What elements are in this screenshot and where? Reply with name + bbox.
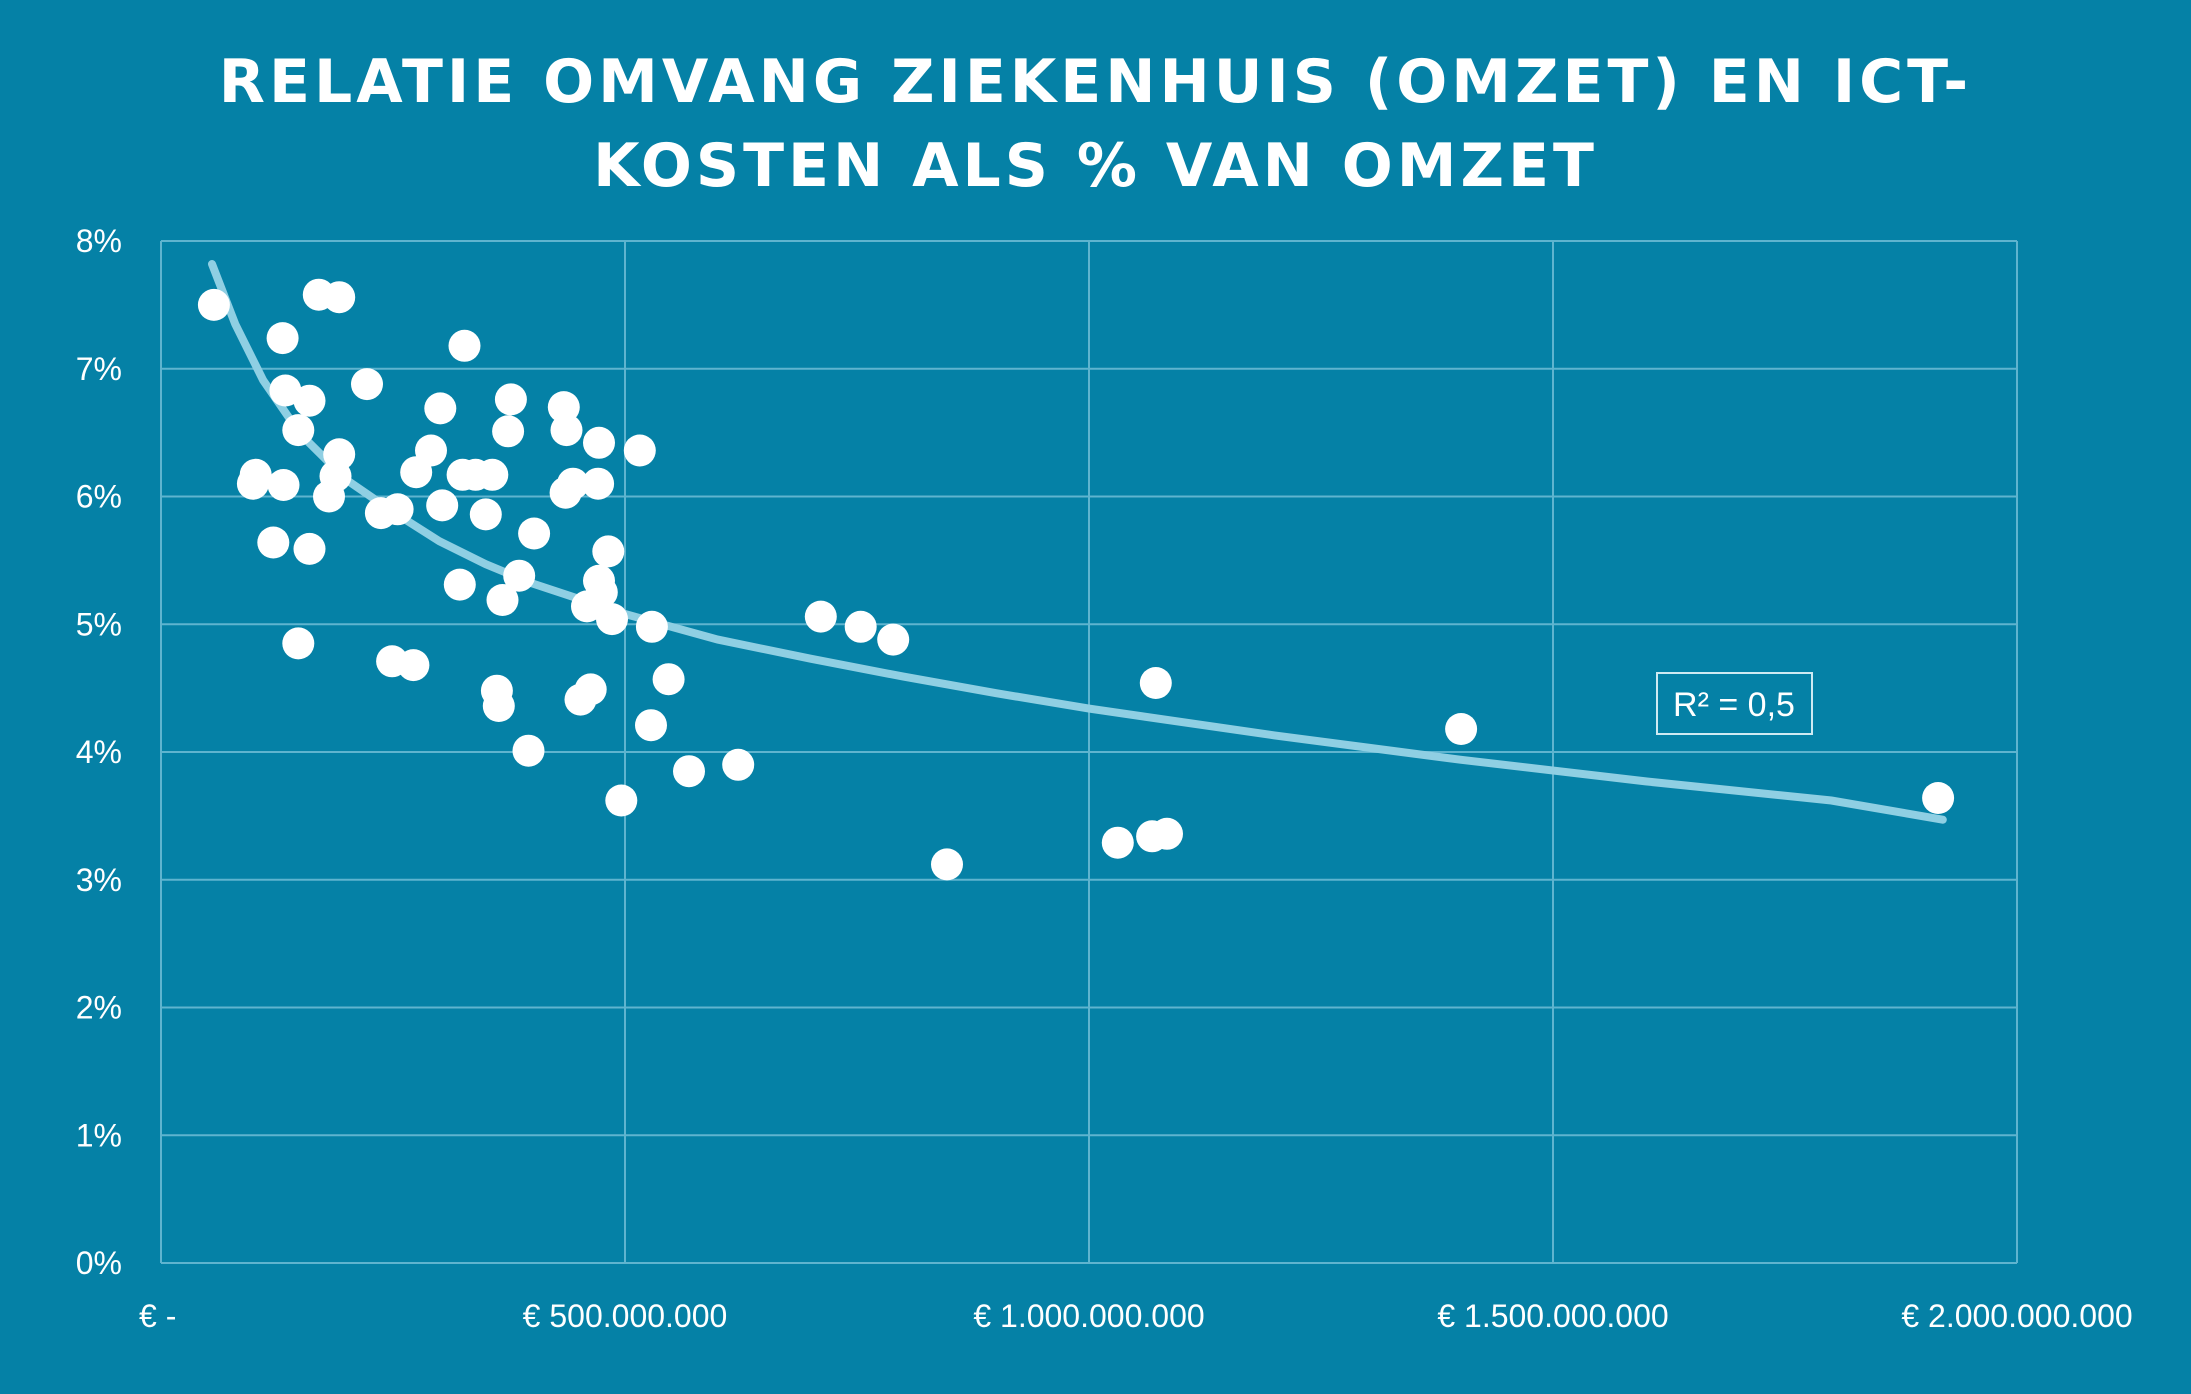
y-tick-label-5: 5% [76,606,122,642]
data-point-67 [1101,826,1134,859]
data-point-35 [293,532,326,565]
data-point-51 [397,649,430,682]
data-point-2 [323,281,356,314]
y-axis-ticks: 0% 1% 2% 3% 4% 5% 6% 7% 8% [76,223,122,1281]
data-point-13 [550,414,583,447]
x-tick-label-2: € 1.000.000.000 [973,1298,1204,1334]
data-point-48 [877,623,910,656]
x-tick-label-4: € 2.000.000.000 [1901,1298,2132,1334]
r2-annotation: R² = 0,5 [1656,672,1813,735]
data-point-38 [503,559,536,592]
data-point-47 [844,610,877,643]
y-tick-label-7: 7% [76,351,122,387]
data-point-36 [518,517,551,550]
r2-box [1656,672,1813,735]
data-point-31 [381,493,414,526]
data-point-11 [282,414,315,447]
data-point-57 [482,690,515,722]
data-point-6 [269,374,302,407]
data-point-33 [469,498,502,531]
data-point-34 [257,526,290,559]
data-point-14 [583,426,615,459]
chart-title-line-1: RELATIE OMVANG ZIEKENHUIS (OMZET) EN ICT… [218,47,1973,117]
y-tick-label-4: 4% [76,734,122,770]
data-point-19 [236,467,269,500]
data-point-52 [652,663,685,696]
data-point-8 [424,392,457,425]
y-tick-label-1: 1% [76,1117,122,1153]
x-tick-label-3: € 1.500.000.000 [1437,1298,1668,1334]
data-point-53 [1139,667,1172,699]
data-point-56 [564,683,597,716]
data-point-7 [293,384,326,417]
x-tick-label-1: € 500.000.000 [523,1298,728,1334]
data-point-9 [494,383,527,416]
data-point-40 [443,568,476,601]
y-tick-label-8: 8% [76,223,122,259]
y-tick-label-2: 2% [76,990,122,1026]
data-point-28 [549,476,582,509]
data-point-43 [571,590,603,623]
data-point-20 [267,469,300,501]
grid [160,240,2018,1264]
data-point-58 [635,709,667,742]
data-point-29 [313,480,345,513]
data-point-42 [486,584,519,616]
data-point-49 [282,627,315,660]
data-point-25 [476,458,509,491]
data-point-22 [400,456,433,489]
data-point-5 [351,368,383,401]
data-point-45 [635,610,668,643]
y-tick-label-0: 0% [76,1245,122,1281]
data-point-44 [596,603,628,636]
x-tick-label-0: € - [139,1298,176,1334]
chart-title-line-2: KOSTEN ALS % VAN OMZET [593,131,1598,201]
data-points [197,278,1955,881]
data-point-27 [582,467,615,500]
y-tick-label-6: 6% [76,479,122,515]
data-point-37 [592,535,625,568]
r2-label: R² = 0,5 [1673,686,1795,724]
data-point-15 [623,434,656,467]
chart-title: RELATIE OMVANG ZIEKENHUIS (OMZET) EN ICT… [0,40,2191,208]
y-tick-label-3: 3% [76,862,122,898]
x-axis-ticks: € - € 500.000.000 € 1.000.000.000 € 1.500.0… [139,1298,2133,1334]
data-point-0 [197,288,230,321]
data-point-32 [426,489,459,522]
data-point-59 [1445,713,1478,745]
data-point-61 [722,748,755,781]
data-point-3 [266,322,299,355]
data-point-62 [673,755,705,788]
data-point-4 [448,329,481,362]
data-point-12 [492,415,525,448]
data-point-64 [605,784,638,817]
data-point-66 [1136,820,1169,853]
data-point-63 [1922,782,1955,814]
data-point-60 [512,734,545,767]
data-point-46 [804,600,837,633]
data-point-68 [931,848,963,881]
